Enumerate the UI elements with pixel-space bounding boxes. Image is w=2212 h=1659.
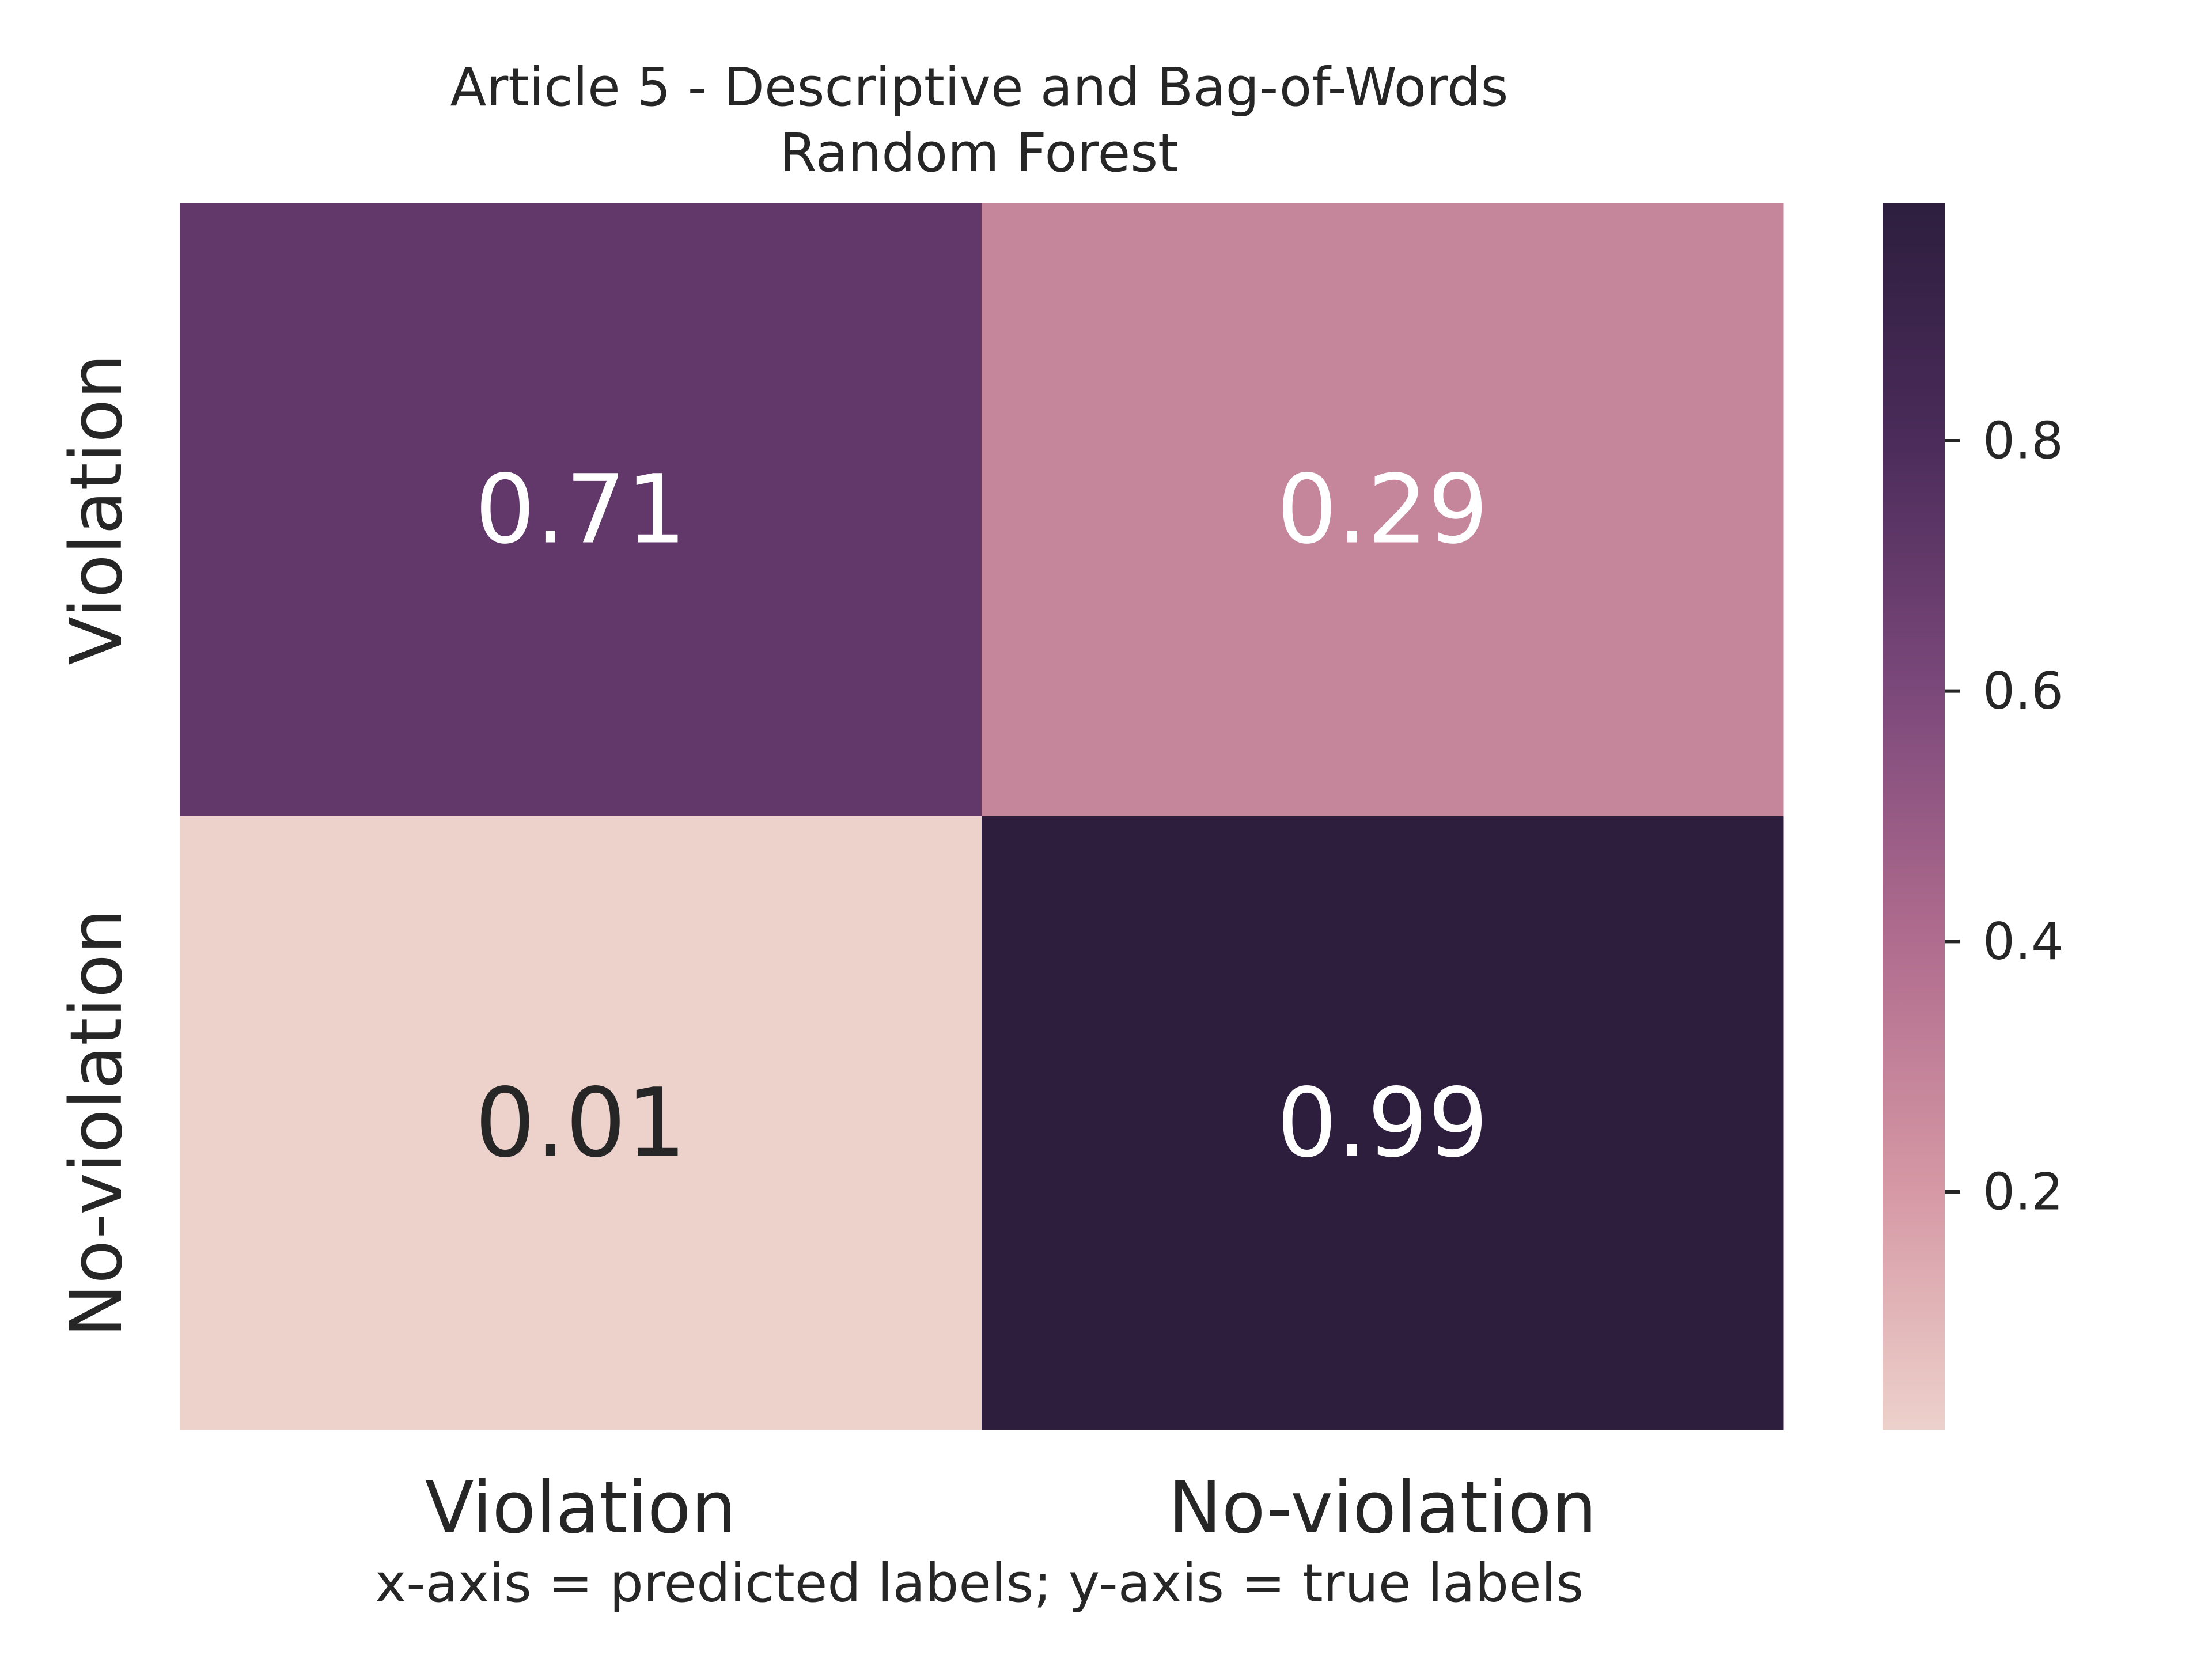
chart-subtitle: Random Forest xyxy=(780,122,1179,184)
colorbar-tick-label: 0.2 xyxy=(1983,1162,2063,1222)
cell-value-label: 0.99 xyxy=(1277,1068,1488,1179)
x-tick-label: Violation xyxy=(425,1467,736,1550)
colorbar-tick-label: 0.4 xyxy=(1983,912,2063,971)
colorbar: 0.2 0.4 0.6 0.8 xyxy=(1883,203,2063,1430)
heatmap-cells: 0.71 0.29 0.01 0.99 xyxy=(180,203,1784,1430)
cell-value-label: 0.01 xyxy=(475,1068,686,1179)
colorbar-gradient xyxy=(1883,203,1945,1430)
colorbar-tick-label: 0.8 xyxy=(1983,411,2063,470)
y-tick-label: Violation xyxy=(55,354,138,665)
heatmap-cell xyxy=(180,203,982,817)
cell-value-label: 0.29 xyxy=(1277,454,1488,565)
colorbar-tick-label: 0.6 xyxy=(1983,661,2063,721)
x-tick-labels: Violation No-violation xyxy=(425,1467,1597,1550)
heatmap-cell xyxy=(180,816,982,1430)
x-axis-caption: x-axis = predicted labels; y-axis = true… xyxy=(375,1552,1584,1614)
heatmap-cell xyxy=(982,816,1784,1430)
y-tick-labels: Violation No-violation xyxy=(55,354,138,1337)
heatmap-cell xyxy=(982,203,1784,817)
y-tick-label: No-violation xyxy=(55,909,138,1338)
chart-title: Article 5 - Descriptive and Bag-of-Words xyxy=(450,56,1509,118)
cell-value-label: 0.71 xyxy=(475,454,686,565)
x-tick-label: No-violation xyxy=(1168,1467,1597,1550)
